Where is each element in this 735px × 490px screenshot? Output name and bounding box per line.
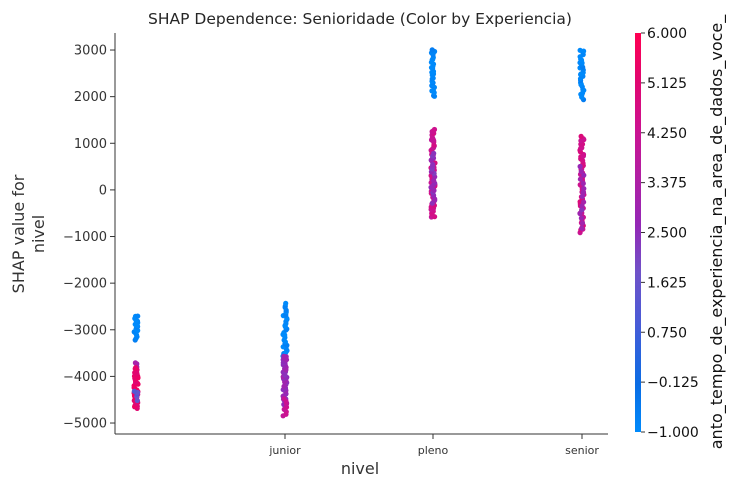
y-tick-label: 2000 xyxy=(74,90,107,105)
plot-axes xyxy=(114,33,608,435)
colorbar-tick-label: 1.625 xyxy=(647,275,687,291)
y-tick-label: 1000 xyxy=(74,137,107,152)
colorbar-tick-label: 0.750 xyxy=(647,325,687,341)
y-axis-label-line-1: SHAP value for xyxy=(9,174,28,293)
y-ticks: 3000 2000 1000 0 −1000 −2000 −3000 −4000 −5000 xyxy=(63,44,115,432)
data-point xyxy=(135,313,141,319)
x-axis-label: nivel xyxy=(341,459,379,478)
data-point xyxy=(281,396,287,402)
data-point xyxy=(429,47,435,53)
x-ticks: junior pleno senior xyxy=(268,434,599,457)
x-tick-label: senior xyxy=(565,444,599,457)
colorbar-tick-label: 2.500 xyxy=(647,226,687,242)
data-point xyxy=(131,388,137,394)
data-point xyxy=(431,150,437,156)
data-point xyxy=(430,161,436,167)
y-tick-label: −2000 xyxy=(63,277,107,292)
data-point xyxy=(133,365,139,371)
data-point xyxy=(579,225,585,231)
data-point xyxy=(581,199,587,205)
data-point xyxy=(132,360,138,366)
x-tick-label: pleno xyxy=(418,444,449,457)
colorbar-tick-label: 5.125 xyxy=(647,76,687,92)
colorbar-label: anto_tempo_de_experiencia_na_area_de_dad… xyxy=(707,14,727,450)
y-tick-label: −4000 xyxy=(63,370,107,385)
y-tick-label: 3000 xyxy=(74,44,107,59)
data-point xyxy=(577,176,584,182)
data-point xyxy=(579,220,586,226)
colorbar-tick-label: −0.125 xyxy=(647,375,699,391)
data-point xyxy=(578,133,584,139)
colorbar-tick-label: −1.000 xyxy=(647,425,699,441)
y-tick-label: −3000 xyxy=(63,323,107,338)
chart-title: SHAP Dependence: Senioridade (Color by E… xyxy=(148,10,572,28)
colorbar xyxy=(635,33,641,432)
data-point xyxy=(578,215,585,221)
colorbar-tick-label: 6.000 xyxy=(647,26,687,42)
y-tick-label: −1000 xyxy=(63,230,107,245)
y-tick-label: −5000 xyxy=(63,417,107,432)
data-point xyxy=(581,186,587,192)
data-point xyxy=(283,300,289,306)
data-point xyxy=(577,163,583,170)
data-point xyxy=(431,126,438,133)
x-tick-label: junior xyxy=(268,444,301,457)
data-point xyxy=(580,180,586,187)
y-axis-label-line-2: nivel xyxy=(29,215,48,253)
data-point xyxy=(577,47,583,53)
colorbar-gradient xyxy=(635,33,641,432)
colorbar-tick-label: 3.375 xyxy=(647,176,687,192)
colorbar-tick-label: 4.250 xyxy=(647,126,687,142)
data-point xyxy=(579,207,585,213)
data-point xyxy=(580,189,586,196)
data-point xyxy=(134,397,140,404)
data-point xyxy=(281,353,287,359)
scatter-points xyxy=(131,47,587,419)
data-point xyxy=(578,169,584,175)
y-axis-label: SHAP value for nivel xyxy=(9,174,48,293)
colorbar-ticks: 6.000 5.125 4.250 3.375 2.500 1.625 0.750 −0.12… xyxy=(641,26,699,441)
data-point xyxy=(579,193,586,199)
y-tick-label: 0 xyxy=(99,183,107,198)
